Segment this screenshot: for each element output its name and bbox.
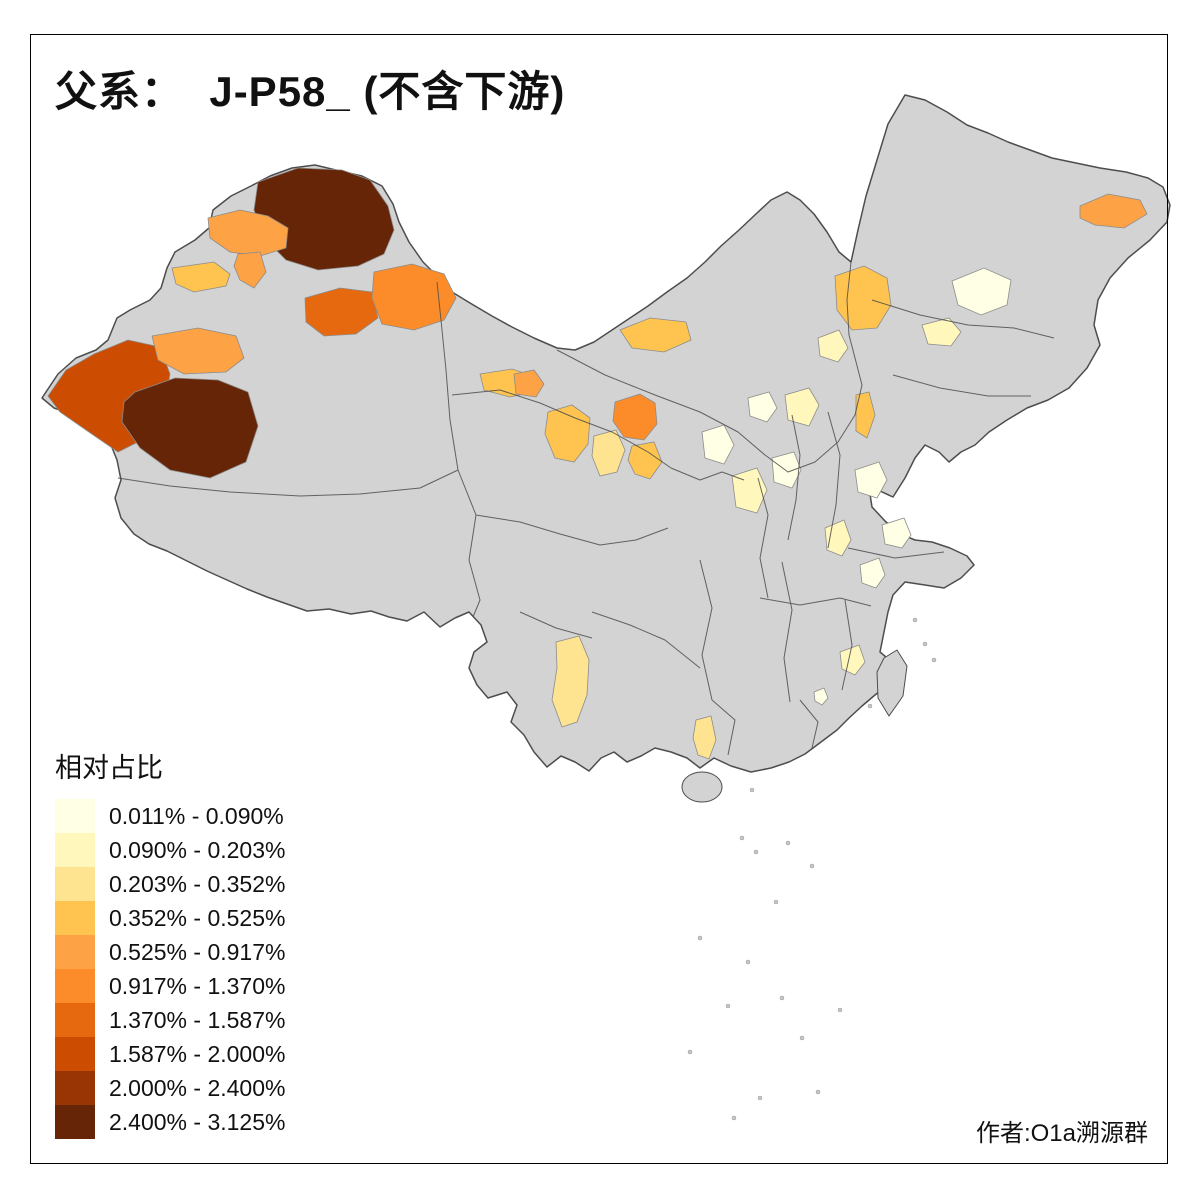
map-region-gannan-area bbox=[627, 441, 663, 480]
map-region-northeast-far bbox=[1079, 193, 1148, 229]
map-region-east-xinjiang bbox=[371, 263, 457, 331]
legend-title: 相对占比 bbox=[55, 753, 163, 783]
legend-label: 0.090% - 0.203% bbox=[109, 836, 286, 863]
legend-swatch bbox=[55, 969, 95, 1003]
map-region-jilin-patch bbox=[921, 317, 962, 347]
map-region-guangxi-south bbox=[692, 715, 717, 760]
legend: 相对占比 0.011% - 0.090% 0.090% - 0.203% 0.2… bbox=[55, 746, 285, 1139]
map-region-shaanxi-north bbox=[771, 451, 802, 489]
legend-row: 0.011% - 0.090% bbox=[55, 799, 285, 833]
map-region-southeast-gansu bbox=[591, 429, 626, 477]
legend-row: 0.090% - 0.203% bbox=[55, 833, 285, 867]
legend-row: 0.203% - 0.352% bbox=[55, 867, 285, 901]
legend-row: 2.400% - 3.125% bbox=[55, 1105, 285, 1139]
map-region-heilongjiang-patch bbox=[951, 267, 1012, 316]
legend-swatch bbox=[55, 1105, 95, 1139]
legend-swatch bbox=[55, 1037, 95, 1071]
map-region-shandong-west bbox=[881, 517, 912, 549]
legend-row: 0.525% - 0.917% bbox=[55, 935, 285, 969]
map-region-southwest-xinjiang bbox=[121, 377, 259, 479]
map-region-hebei-north bbox=[817, 329, 849, 363]
taiwan-island bbox=[876, 649, 908, 717]
map-region-ili-south bbox=[233, 251, 267, 289]
legend-swatch bbox=[55, 901, 95, 935]
map-region-yunnan-strip bbox=[551, 635, 590, 728]
map-region-border-band bbox=[171, 261, 231, 293]
legend-label: 0.917% - 1.370% bbox=[109, 972, 286, 999]
province-borders bbox=[117, 261, 1055, 756]
legend-row: 0.917% - 1.370% bbox=[55, 969, 285, 1003]
page-title: 父系： J-P58_ (不含下游) bbox=[55, 68, 566, 115]
map-region-tianjin-strip bbox=[855, 391, 876, 439]
legend-items: 0.011% - 0.090% 0.090% - 0.203% 0.203% -… bbox=[55, 799, 285, 1139]
legend-swatch bbox=[55, 935, 95, 969]
legend-row: 1.370% - 1.587% bbox=[55, 1003, 285, 1037]
map-region-hebei-south bbox=[854, 461, 888, 499]
legend-label: 1.587% - 2.000% bbox=[109, 1040, 286, 1067]
map-region-lanzhou-area bbox=[612, 393, 658, 441]
map-region-shanxi-north bbox=[747, 391, 778, 423]
legend-label: 0.525% - 0.917% bbox=[109, 938, 286, 965]
legend-row: 0.352% - 0.525% bbox=[55, 901, 285, 935]
small-islands bbox=[687, 617, 937, 1121]
legend-label: 2.400% - 3.125% bbox=[109, 1108, 286, 1135]
legend-label: 0.203% - 0.352% bbox=[109, 870, 286, 897]
legend-row: 2.000% - 2.400% bbox=[55, 1071, 285, 1105]
map-region-central-xinjiang bbox=[304, 287, 379, 337]
legend-label: 2.000% - 2.400% bbox=[109, 1074, 286, 1101]
choropleth-regions bbox=[47, 167, 1148, 760]
map-region-inner-mongolia-central bbox=[619, 317, 692, 353]
map-region-hexi-mid bbox=[513, 369, 545, 398]
legend-label: 0.011% - 0.090% bbox=[109, 802, 284, 829]
map-region-fujian-coast bbox=[813, 687, 829, 706]
legend-label: 1.370% - 1.587% bbox=[109, 1006, 286, 1033]
legend-label: 0.352% - 0.525% bbox=[109, 904, 286, 931]
legend-swatch bbox=[55, 799, 95, 833]
map-region-shaanxi-central bbox=[701, 424, 735, 465]
legend-swatch bbox=[55, 833, 95, 867]
legend-row: 1.587% - 2.000% bbox=[55, 1037, 285, 1071]
map-region-zhejiang-coast bbox=[839, 644, 866, 676]
legend-swatch bbox=[55, 1071, 95, 1105]
map-region-aksu-band bbox=[151, 327, 245, 375]
hainan-island bbox=[681, 771, 723, 803]
map-region-shandong-south bbox=[859, 557, 886, 589]
map-region-beijing-area bbox=[784, 387, 820, 427]
map-region-ili-valley bbox=[207, 209, 289, 257]
author-credit: 作者:O1a溯源群 bbox=[975, 1120, 1148, 1147]
legend-swatch bbox=[55, 1003, 95, 1037]
legend-swatch bbox=[55, 867, 95, 901]
